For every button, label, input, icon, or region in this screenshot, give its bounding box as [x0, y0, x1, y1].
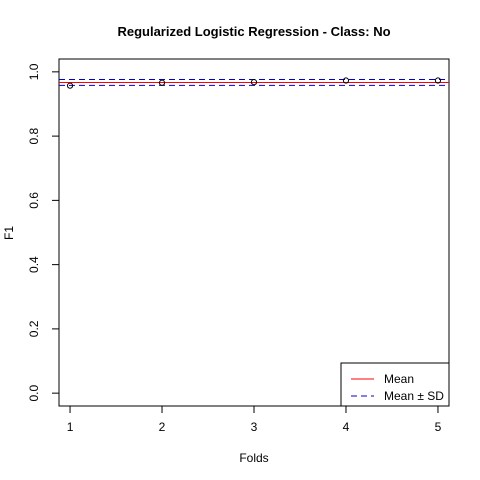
data-point: [158, 79, 166, 86]
x-axis-label: Folds: [239, 451, 268, 465]
x-tick-label: 1: [67, 420, 74, 434]
x-tick-label: 2: [159, 420, 166, 434]
x-tick-label: 3: [251, 420, 258, 434]
y-tick-label: 0.0: [27, 384, 41, 401]
x-tick-label: 5: [435, 420, 442, 434]
y-axis-label: F1: [2, 226, 16, 240]
data-point: [342, 77, 350, 84]
y-tick-label: 1.0: [27, 63, 41, 80]
data-point: [434, 77, 442, 84]
legend-label: Mean: [384, 372, 414, 386]
x-tick-label: 4: [343, 420, 350, 434]
y-tick-label: 0.4: [27, 256, 41, 273]
plot-area: 1 2 3 4 5 0.0 0.2 0.4 0.6 0.8 1.0 Mean Mean ± SD: [27, 58, 450, 434]
chart-title: Regularized Logistic Regression - Class:…: [117, 24, 390, 39]
data-point: [250, 79, 258, 86]
legend-box: [340, 362, 450, 407]
y-tick-label: 0.8: [27, 127, 41, 144]
y-tick-label: 0.2: [27, 320, 41, 337]
y-tick-label: 0.6: [27, 192, 41, 209]
data-point: [66, 82, 74, 89]
legend-label: Mean ± SD: [384, 389, 444, 403]
